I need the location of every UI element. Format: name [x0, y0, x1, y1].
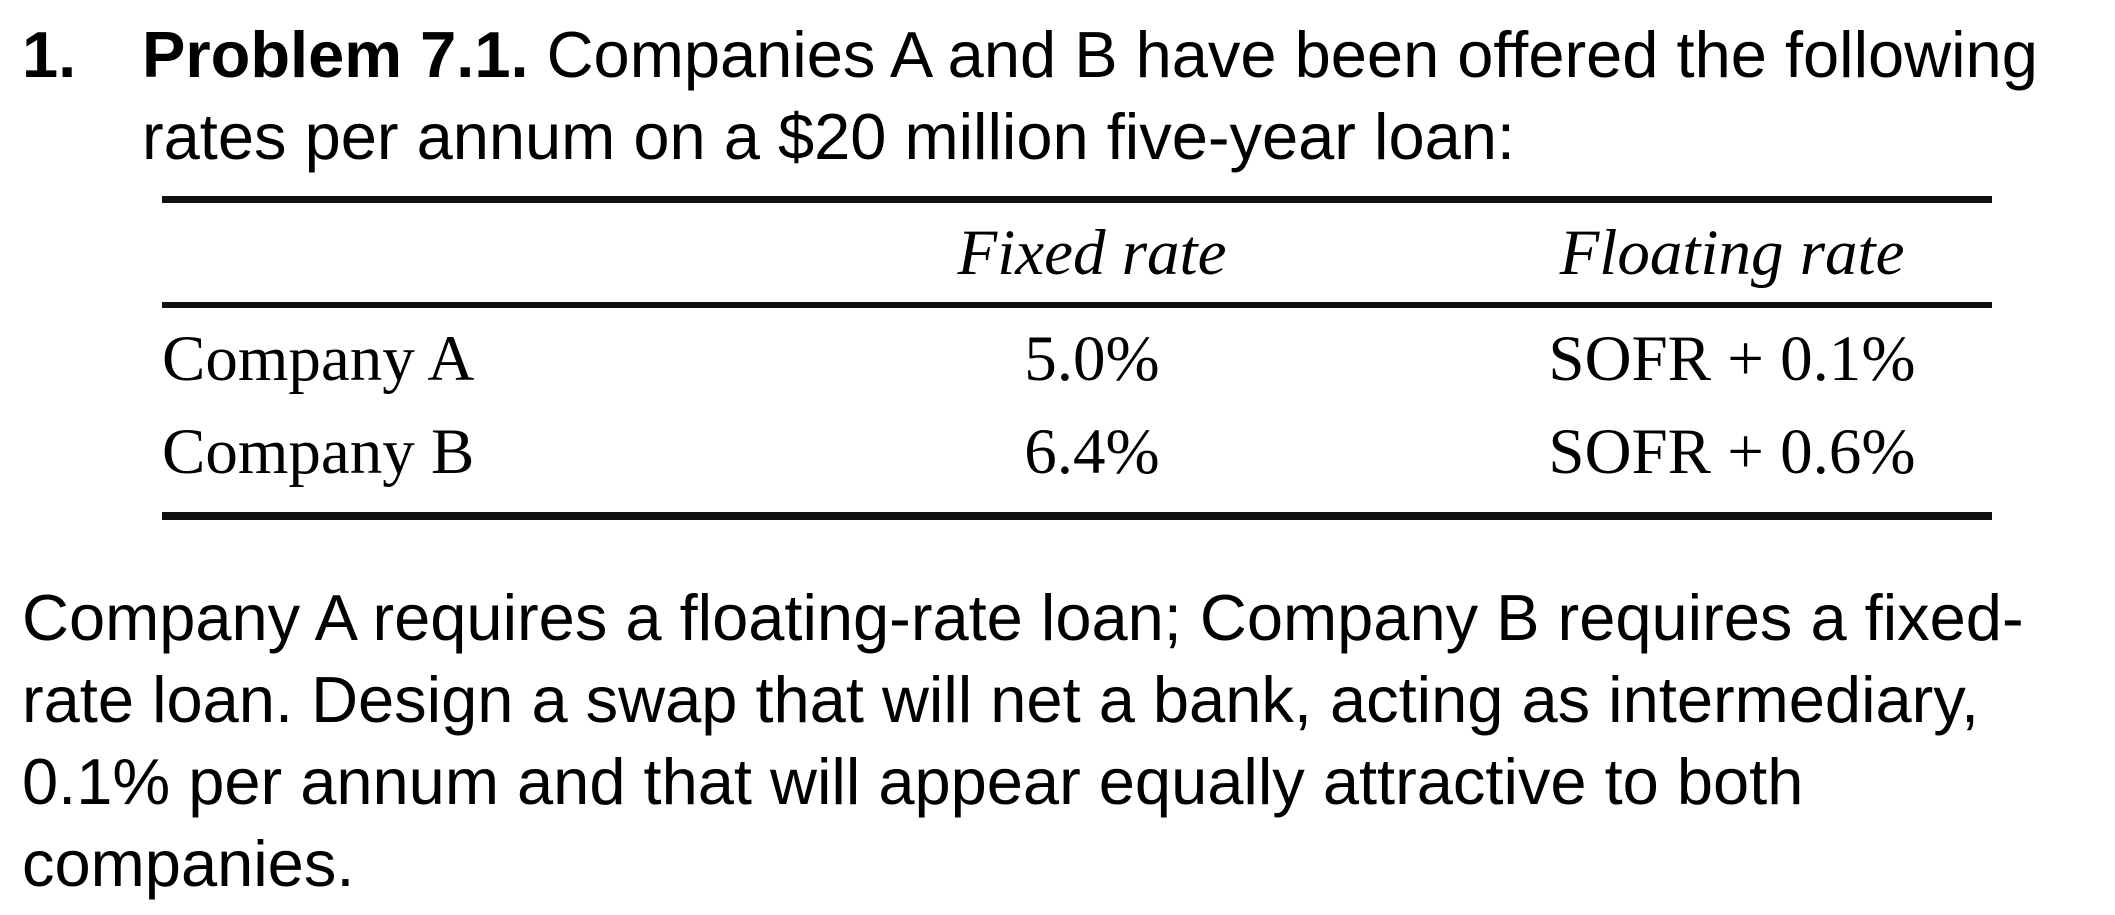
- intro-line-1: Problem 7.1. Companies A and B have been…: [142, 14, 2112, 96]
- item-number: 1.: [22, 18, 77, 91]
- problem-intro: 1. Problem 7.1. Companies A and B have b…: [22, 14, 2112, 178]
- rate-table: Fixed rate Floating rate Company A 5.0% …: [162, 196, 1992, 520]
- intro-text: Problem 7.1. Companies A and B have been…: [142, 14, 2112, 178]
- question-line-3: 0.1% per annum and that will appear equa…: [22, 745, 1804, 818]
- question-text: Company A requires a floating-rate loan;…: [22, 577, 2102, 905]
- problem-title: Problem 7.1.: [142, 18, 529, 91]
- question-line-4: companies.: [22, 827, 355, 900]
- table-bottom-rule: [162, 512, 1992, 520]
- question-line-1: Company A requires a floating-rate loan;…: [22, 581, 2024, 654]
- intro-line-2: rates per annum on a $20 million five-ye…: [142, 100, 1515, 173]
- question-line-2: rate loan. Design a swap that will net a…: [22, 663, 1980, 736]
- table-top-rule: [162, 196, 1992, 203]
- table-row-label-a: Company A: [162, 323, 475, 395]
- intro-line-1-text: Companies A and B have been offered the …: [528, 18, 2038, 91]
- table-row-label-b: Company B: [162, 416, 475, 488]
- table-header-rule: [162, 302, 1992, 308]
